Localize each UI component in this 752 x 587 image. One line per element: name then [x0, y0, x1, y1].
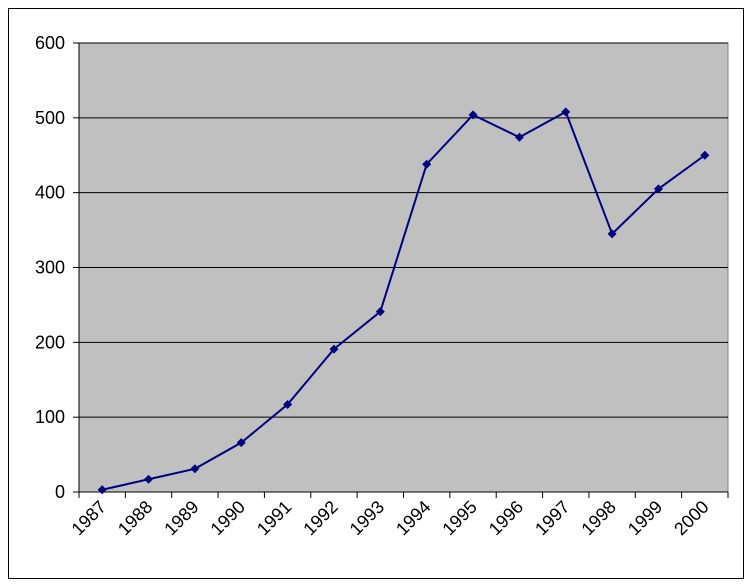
data-point-marker	[514, 132, 524, 142]
data-point-marker	[700, 150, 710, 160]
data-point-marker	[190, 464, 200, 474]
series-line	[101, 110, 706, 491]
data-point-marker	[468, 110, 478, 120]
gridlines	[79, 42, 728, 418]
data-point-marker	[375, 307, 385, 317]
series-layer	[97, 107, 710, 495]
data-point-marker	[97, 485, 107, 495]
y-tick-label: 0	[55, 482, 65, 502]
data-point-marker	[283, 399, 293, 409]
data-point-marker	[422, 159, 432, 169]
data-point-marker	[329, 344, 339, 354]
y-axis-ticks: 0 100 200 300 400 500 600	[35, 33, 79, 502]
data-point-marker	[653, 184, 663, 194]
y-tick-label: 200	[35, 332, 65, 352]
y-tick-label: 500	[35, 108, 65, 128]
data-point-marker	[236, 438, 246, 448]
y-tick-label: 300	[35, 258, 65, 278]
data-point-marker	[561, 107, 571, 117]
data-point-marker	[144, 474, 154, 484]
y-tick-label: 100	[35, 407, 65, 427]
y-tick-label: 600	[35, 33, 65, 53]
data-point-marker	[607, 229, 617, 239]
y-tick-label: 400	[35, 183, 65, 203]
